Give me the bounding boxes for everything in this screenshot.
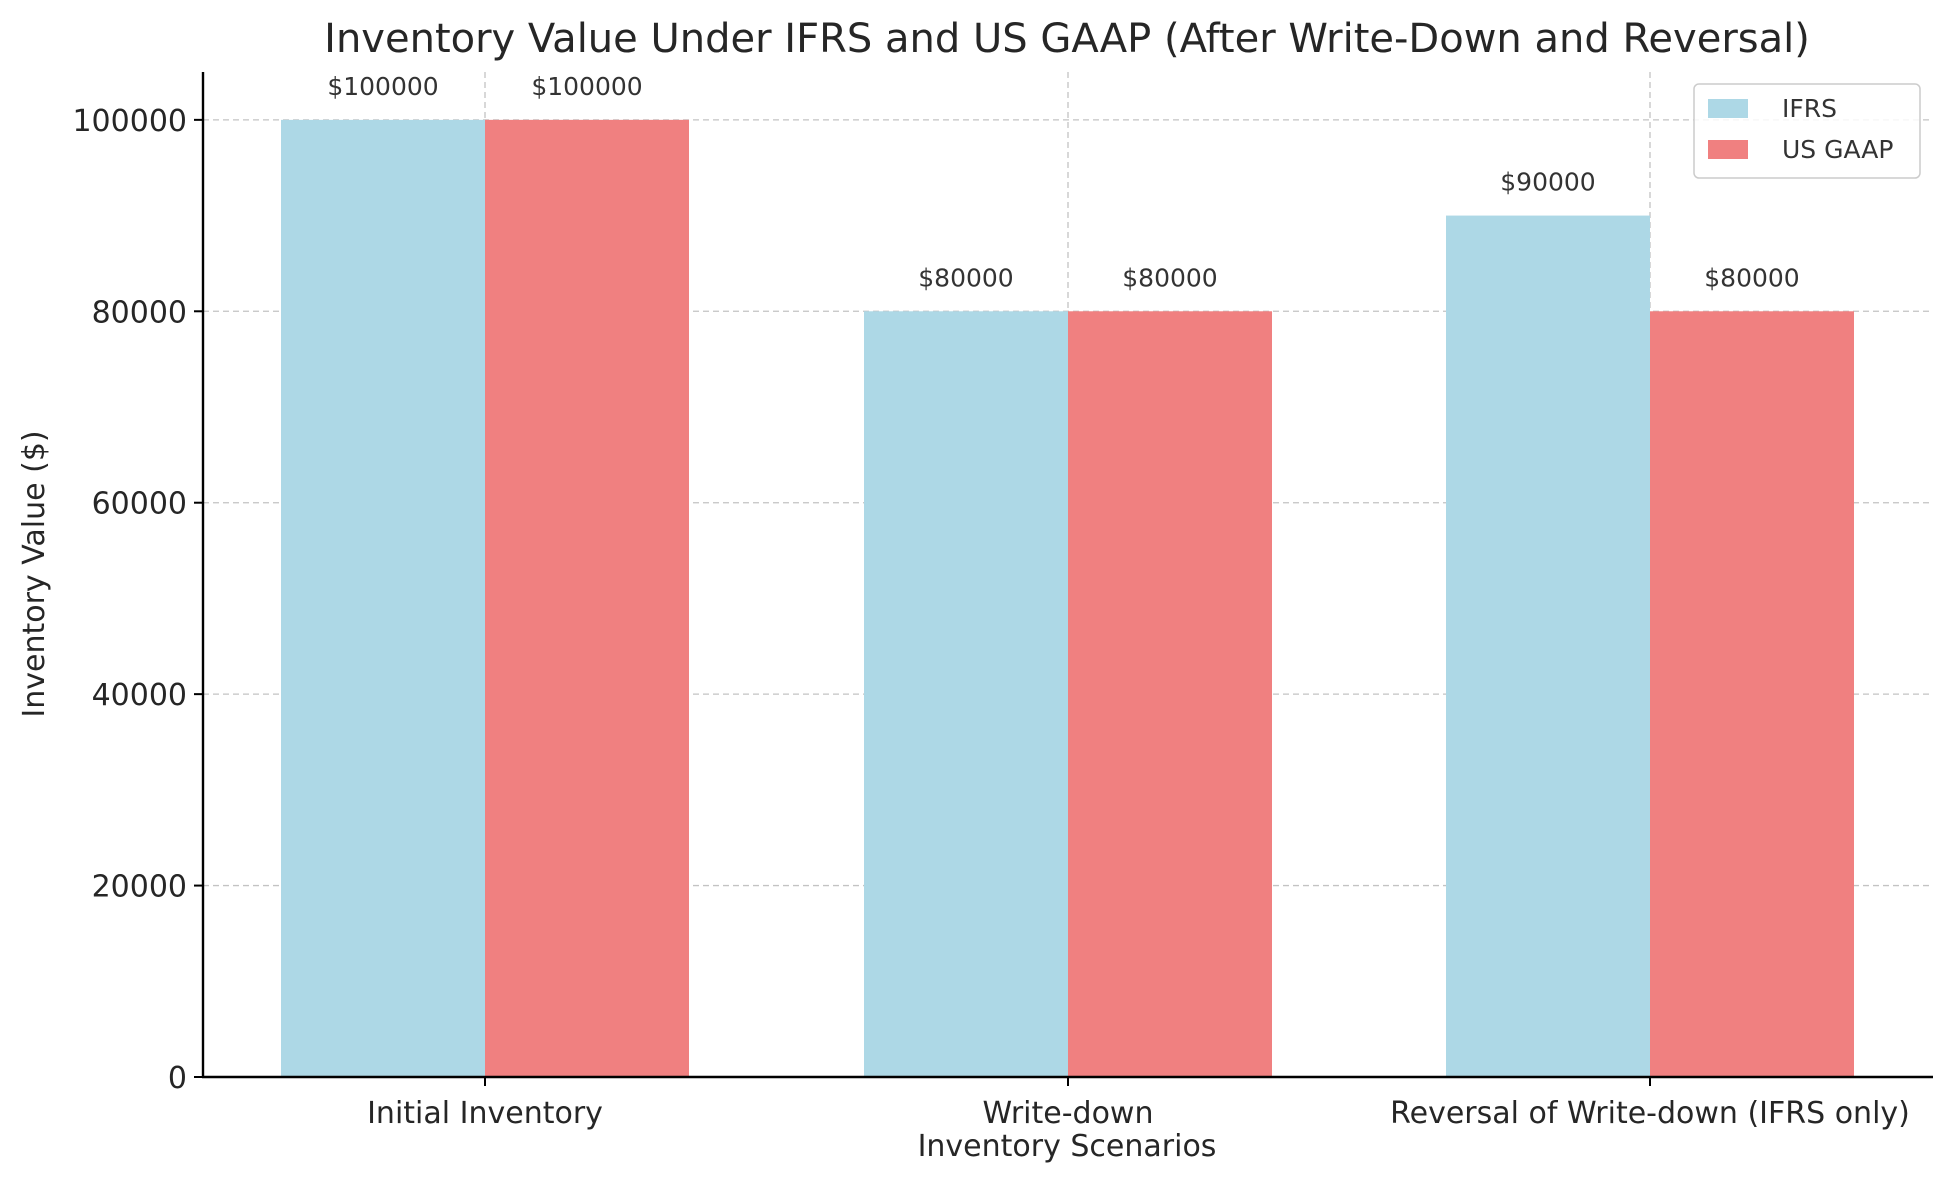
bar-us-gaap xyxy=(1068,311,1272,1077)
legend-label-ifrs: IFRS xyxy=(1782,94,1837,123)
data-label-ifrs: $90000 xyxy=(1500,168,1595,197)
legend-swatch-us-gaap xyxy=(1708,140,1748,159)
legend: IFRS US GAAP xyxy=(1693,83,1921,179)
y-tick-label: 0 xyxy=(168,1061,187,1096)
legend-box xyxy=(1693,83,1921,179)
x-tick-label: Reversal of Write-down (IFRS only) xyxy=(1390,1096,1910,1131)
y-tick-label: 100000 xyxy=(72,104,187,139)
data-label-us-gaap: $80000 xyxy=(1122,263,1217,292)
chart-title: Inventory Value Under IFRS and US GAAP (… xyxy=(324,16,1810,62)
y-tick-label: 40000 xyxy=(92,678,187,713)
x-tick-label: Initial Inventory xyxy=(367,1096,603,1131)
bar-us-gaap xyxy=(485,119,689,1078)
bar-us-gaap xyxy=(1650,311,1854,1077)
y-tick-label: 80000 xyxy=(92,295,187,330)
y-ticks: 0 20000 40000 60000 80000 100000 xyxy=(72,104,203,1096)
bar-ifrs xyxy=(281,119,485,1078)
bar-ifrs xyxy=(1446,215,1650,1078)
x-axis-label: Inventory Scenarios xyxy=(918,1129,1217,1164)
legend-label-us-gaap: US GAAP xyxy=(1782,135,1893,164)
y-tick-label: 20000 xyxy=(92,870,187,905)
data-label-us-gaap: $100000 xyxy=(531,72,642,101)
data-label-ifrs: $80000 xyxy=(918,263,1013,292)
data-labels: $100000 $80000 $90000 $100000 $80000 $80000 xyxy=(327,72,1799,292)
data-label-ifrs: $100000 xyxy=(327,72,438,101)
bar-ifrs xyxy=(864,311,1068,1077)
data-label-us-gaap: $80000 xyxy=(1704,263,1799,292)
legend-swatch-ifrs xyxy=(1708,99,1748,118)
x-tick-label: Write-down xyxy=(983,1096,1154,1131)
y-axis-label: Inventory Value ($) xyxy=(17,430,52,717)
bars xyxy=(281,119,1854,1078)
x-ticks: Initial Inventory Write-down Reversal of W… xyxy=(367,1077,1910,1131)
y-tick-label: 60000 xyxy=(92,487,187,522)
